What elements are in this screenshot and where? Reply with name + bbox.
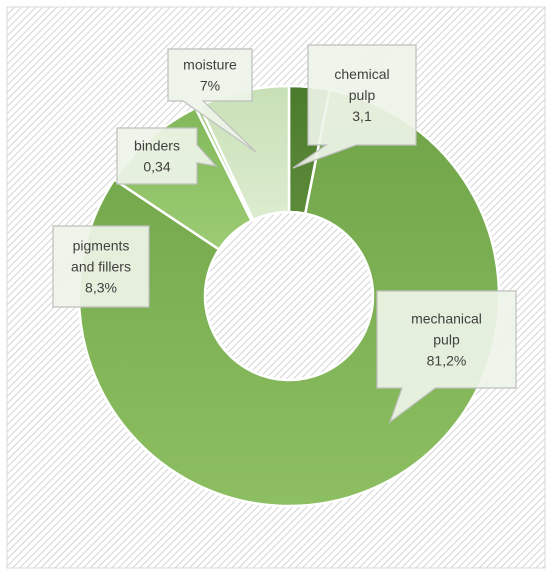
- callout-label-line: 7%: [200, 78, 220, 94]
- callout-pigments-and-fillers: pigments and fillers 8,3%: [52, 225, 150, 308]
- callout-label-line: 81,2%: [427, 353, 467, 369]
- callout-binders: binders 0,34: [116, 127, 218, 185]
- callout-label-line: and fillers: [71, 259, 131, 275]
- callout-bubble: [52, 225, 150, 308]
- callout-label-line: mechanical: [411, 311, 482, 327]
- callout-label-line: 0,34: [143, 159, 170, 175]
- callout-mechanical-pulp: mechanical pulp 81,2%: [376, 290, 517, 424]
- callouts-layer: chemical pulp 3,1 mechanical pulp 81,2% pigmen…: [52, 44, 517, 424]
- callout-bubble: [292, 44, 417, 169]
- callout-label-line: pulp: [433, 332, 460, 348]
- callout-bubble: [116, 127, 218, 185]
- callout-bubble: [376, 290, 517, 424]
- callout-label-line: pulp: [349, 87, 376, 103]
- callout-label-line: moisture: [183, 57, 237, 73]
- callout-label-line: binders: [134, 138, 180, 154]
- callout-label-line: 8,3%: [85, 280, 117, 296]
- callout-label-line: 3,1: [352, 108, 372, 124]
- callout-label-line: chemical: [334, 66, 389, 82]
- callout-chemical-pulp: chemical pulp 3,1: [292, 44, 417, 169]
- callout-bubble: [167, 48, 257, 153]
- callout-moisture: moisture 7%: [167, 48, 257, 153]
- callout-label-line: pigments: [73, 238, 130, 254]
